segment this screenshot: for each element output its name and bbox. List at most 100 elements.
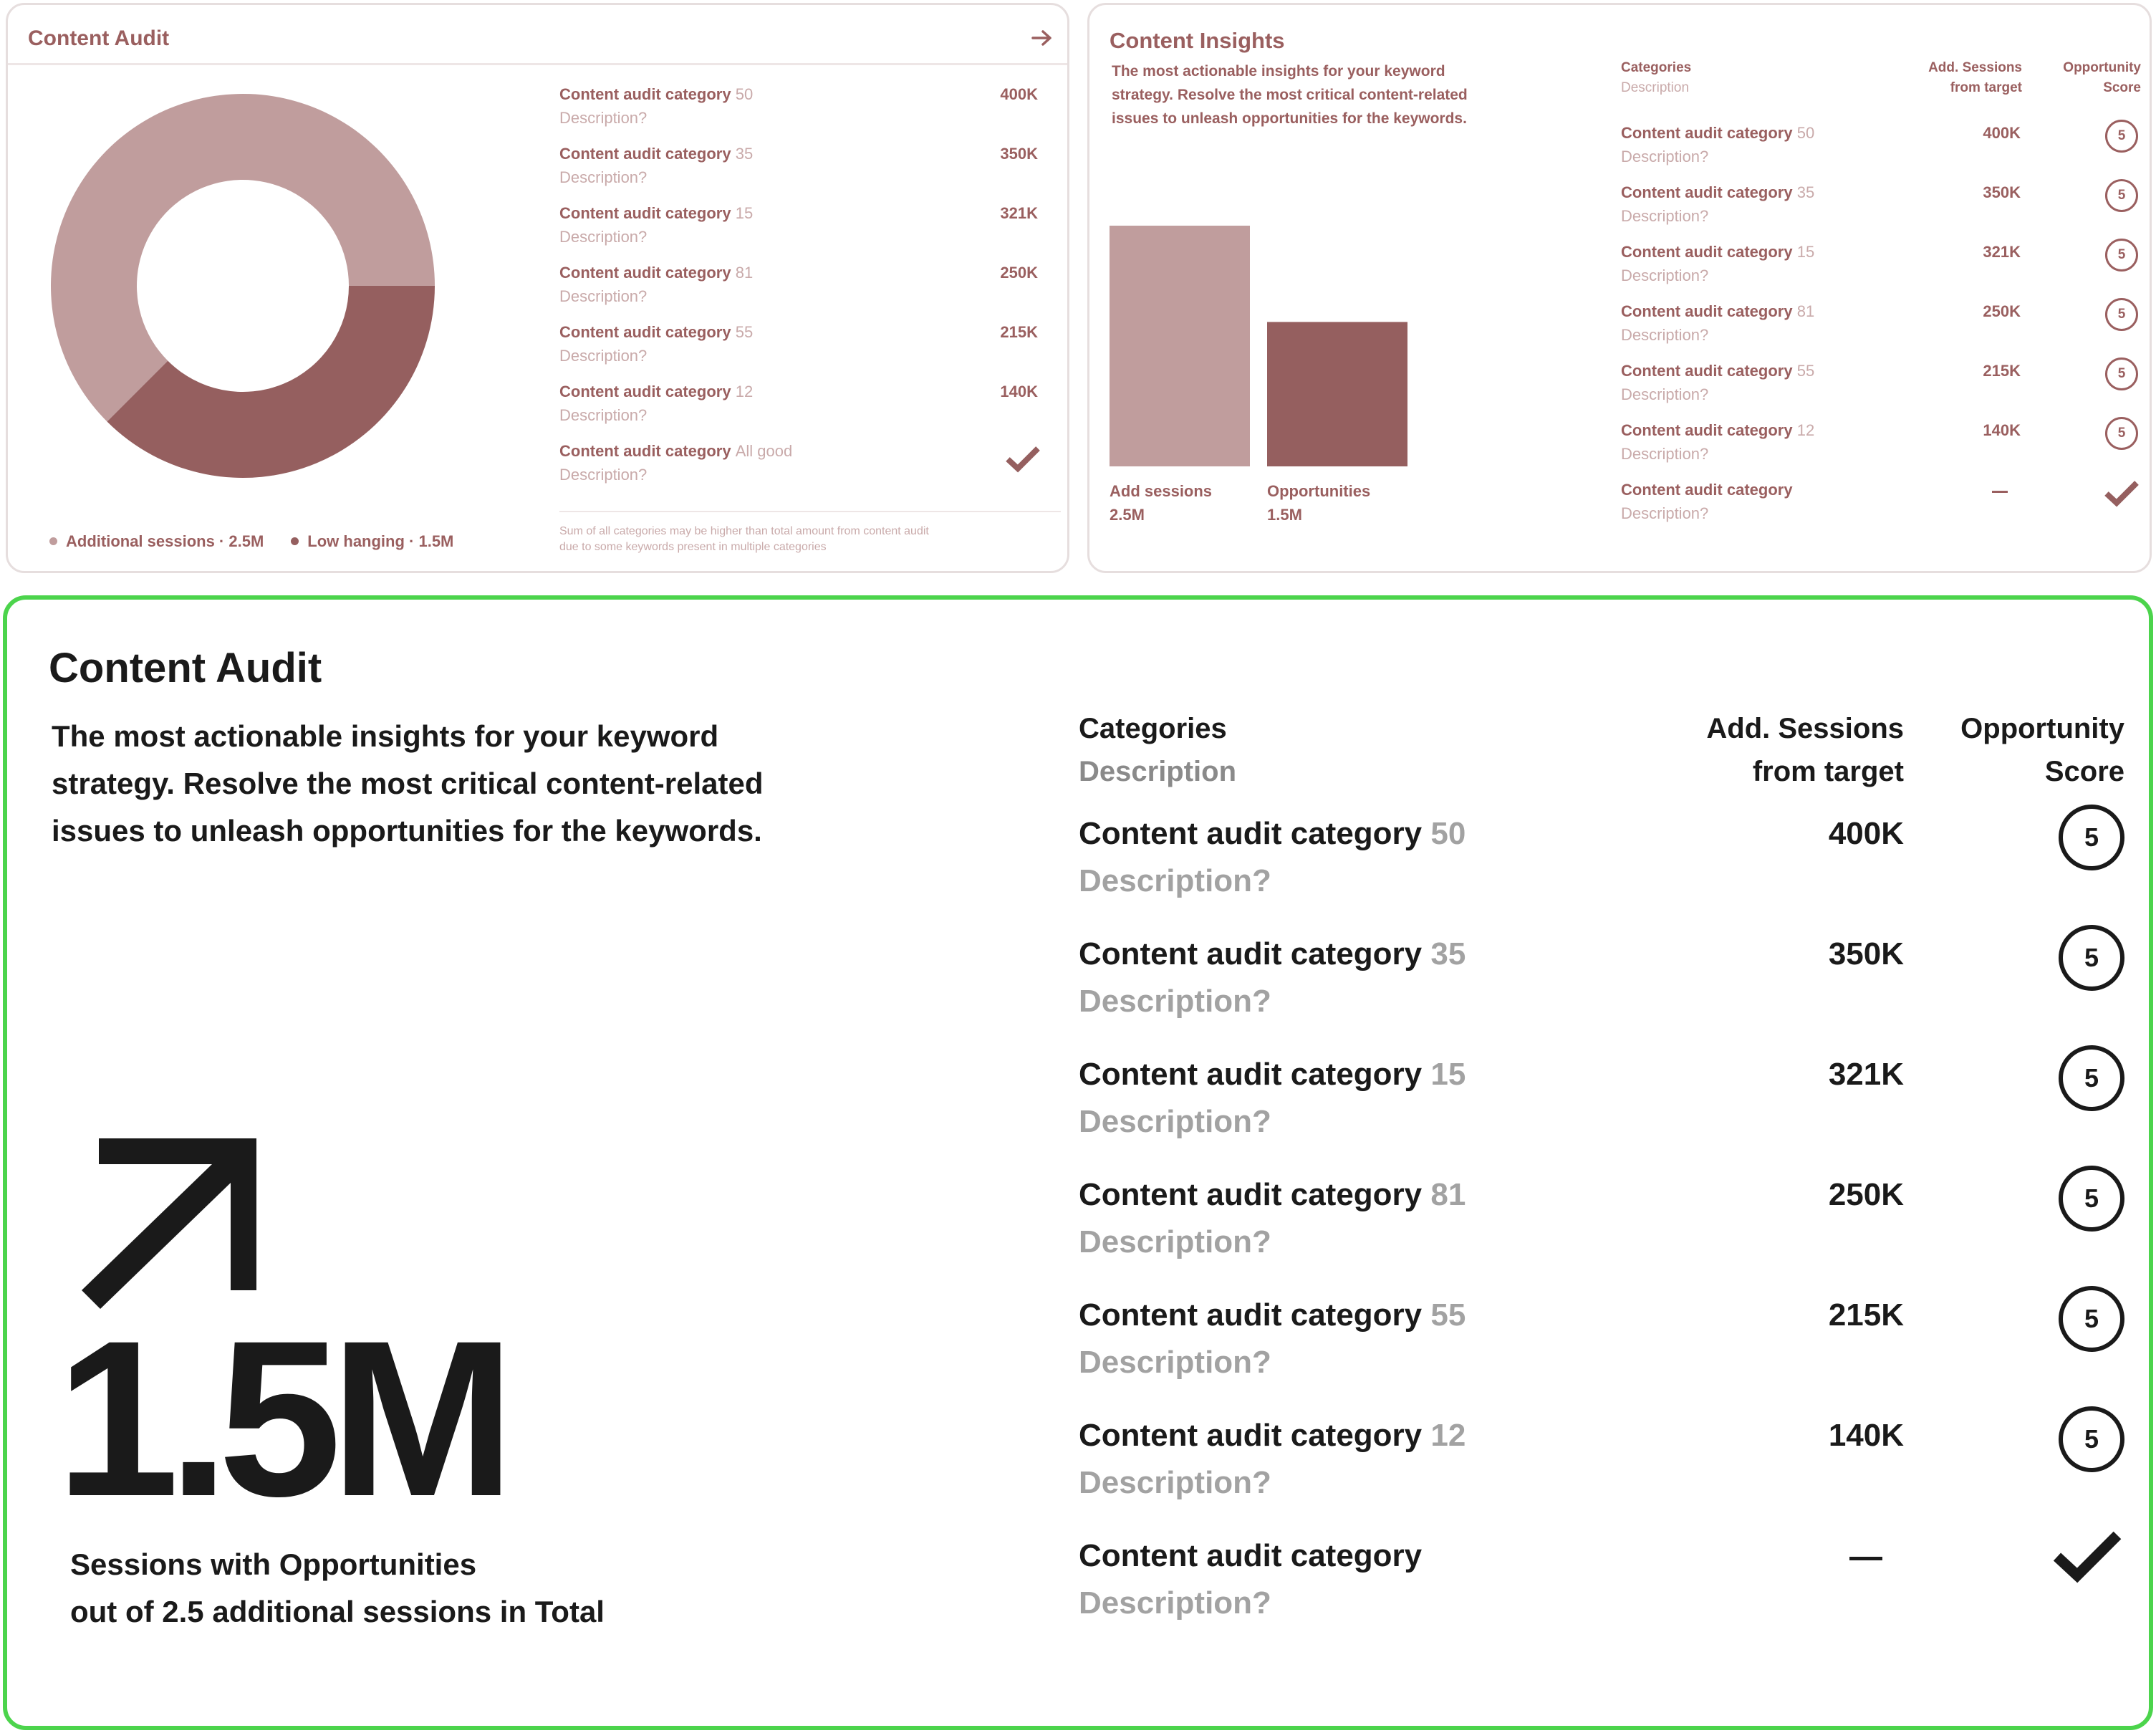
opportunity-score-badge: 5 [2059,805,2124,870]
list-item[interactable]: Content audit category 50 Description? 4… [559,85,1054,135]
category-label: Content audit category 81 [1621,302,1815,320]
table-row[interactable]: Content audit category Description? [1621,481,2141,531]
footnote-line: due to some keywords present in multiple… [559,541,827,553]
arrow-up-right-icon [82,1138,256,1309]
list-item[interactable]: Content audit category 12 Description? 1… [559,383,1054,433]
list-item[interactable]: Content audit category 15 Description? 3… [559,204,1054,254]
main-title: Content Audit [49,645,322,691]
category-label: Content audit category 12 [1621,421,1815,439]
bar-add-sessions[interactable] [1110,226,1250,466]
header-text: Add. Sessions [1706,713,1904,744]
header-score[interactable]: Opportunity Score [1960,707,2124,793]
category-description: Description? [1079,1465,1271,1500]
opportunity-score-badge: 5 [2059,1166,2124,1232]
sessions-value: 250K [1828,1177,1904,1212]
table-row[interactable]: Content audit category 55 Description? 2… [1079,1286,2124,1398]
category-value: 321K [1000,204,1038,222]
main-description: The most actionable insights for your ke… [52,719,764,848]
sessions-value: 350K [1828,936,1904,971]
category-description: Description? [1621,445,1709,463]
donut-slice-low-hanging[interactable] [107,286,435,478]
category-description: Description? [559,109,648,127]
table-row[interactable]: Content audit category 15 Description? 3… [1079,1045,2124,1157]
donut-slice-additional-sessions[interactable] [50,93,435,422]
category-label: Content audit category 35 [1621,183,1815,201]
category-label: Content audit category 81 [559,264,754,282]
sessions-value: 400K [1983,124,2021,142]
bar-opportunities[interactable] [1267,322,1407,466]
header-text: from target [1950,80,2022,95]
table-row[interactable]: Content audit category Description? [1079,1531,2124,1638]
sessions-value: 215K [1828,1297,1904,1333]
list-item[interactable]: Content audit category 81 Description? 2… [559,264,1054,314]
table-row[interactable]: Content audit category 50 Description? 4… [1079,805,2124,916]
category-label: Content audit category 50 [1079,816,1466,851]
table-row[interactable]: Content audit category 15 Description? 3… [1621,239,2141,293]
caption-line: out of 2.5 additional sessions in Total [70,1595,605,1628]
category-value: 350K [1000,145,1038,163]
table-row[interactable]: Content audit category 12 Description? 1… [1621,417,2141,471]
donut-legend: Additional sessions · 2.5M Low hanging · … [49,532,453,551]
list-item[interactable]: Content audit category 35 Description? 3… [559,145,1054,195]
content-insights-card[interactable]: Content Insights The most actionable ins… [1087,3,2152,573]
table-row[interactable]: Content audit category 35 Description? 3… [1621,179,2141,234]
category-description: Description? [1621,385,1709,403]
category-label: Content audit category 55 [1621,362,1815,380]
category-description: Description? [559,406,648,424]
category-label: Content audit category 50 [559,85,754,103]
dash-icon [1992,491,2008,493]
header-text: Categories [1621,60,1692,75]
header-score[interactable]: Opportunity Score [2063,58,2141,98]
content-audit-card[interactable]: Content Audit Content audit category 50 … [6,3,1069,573]
content-audit-expanded-card[interactable]: Content Audit The most actionable insigh… [3,595,2153,1730]
table-row[interactable]: Content audit category 50 Description? 4… [1621,120,2141,174]
category-label: Content audit category 55 [559,323,754,341]
table-row[interactable]: Content audit category 12 Description? 1… [1079,1406,2124,1518]
table-row[interactable]: Content audit category 81 Description? 2… [1079,1166,2124,1277]
category-description: Description? [1621,207,1709,225]
sessions-value: 350K [1983,183,2021,201]
category-label: Content audit category 12 [1079,1418,1466,1453]
category-description: Description? [1621,267,1709,284]
header-categories[interactable]: Categories Description [1079,707,1236,793]
bar-label-opportunities: Opportunities 1.5M [1267,479,1370,527]
opportunity-score-badge: 5 [2105,179,2138,212]
category-description: Description? [1079,863,1271,898]
header-subtext: Description [1621,80,1690,95]
dash-icon [1849,1557,1882,1560]
category-label: Content audit category 35 [559,145,754,163]
header-text: Categories [1079,713,1227,744]
opportunity-score-badge: 5 [2105,120,2138,153]
category-value: 215K [1000,323,1038,341]
category-label: Content audit category 35 [1079,936,1466,971]
header-categories[interactable]: Categories Description [1621,58,1691,98]
bar-label-text: Opportunities [1267,482,1371,500]
header-subtext: Description [1079,756,1237,787]
opportunity-score-badge: 5 [2059,1286,2124,1352]
header-sessions[interactable]: Add. Sessions from target [1706,707,1904,793]
sessions-value: 321K [1828,1057,1904,1092]
table-row[interactable]: Content audit category 81 Description? 2… [1621,298,2141,352]
legend-label: Additional sessions · 2.5M [66,532,264,550]
header-sessions[interactable]: Add. Sessions from target [1928,58,2022,98]
table-row[interactable]: Content audit category 35 Description? 3… [1079,925,2124,1037]
checkmark-icon [1006,446,1040,473]
table-row[interactable]: Content audit category 55 Description? 2… [1621,357,2141,412]
header-text: from target [1752,756,1904,787]
list-item[interactable]: Content audit category 55 Description? 2… [559,323,1054,373]
category-label: Content audit category 15 [1621,243,1815,261]
category-label: Content audit category 50 [1621,124,1815,142]
category-label: Content audit category [1079,1538,1423,1573]
opportunity-score-badge: 5 [2059,925,2124,991]
bar-label-add-sessions: Add sessions 2.5M [1110,479,1212,527]
category-description: Description? [1079,1104,1271,1139]
list-item[interactable]: Content audit category All good Descript… [559,442,1054,492]
category-description: Description? [1621,326,1709,344]
category-description: Description? [559,228,648,246]
category-description: Description? [1079,1345,1271,1380]
category-value: 140K [1000,383,1038,400]
category-description: Description? [1079,1585,1271,1621]
arrow-right-icon[interactable] [1031,29,1053,47]
legend-dot-light [49,537,57,545]
category-description: Description? [1621,504,1709,522]
